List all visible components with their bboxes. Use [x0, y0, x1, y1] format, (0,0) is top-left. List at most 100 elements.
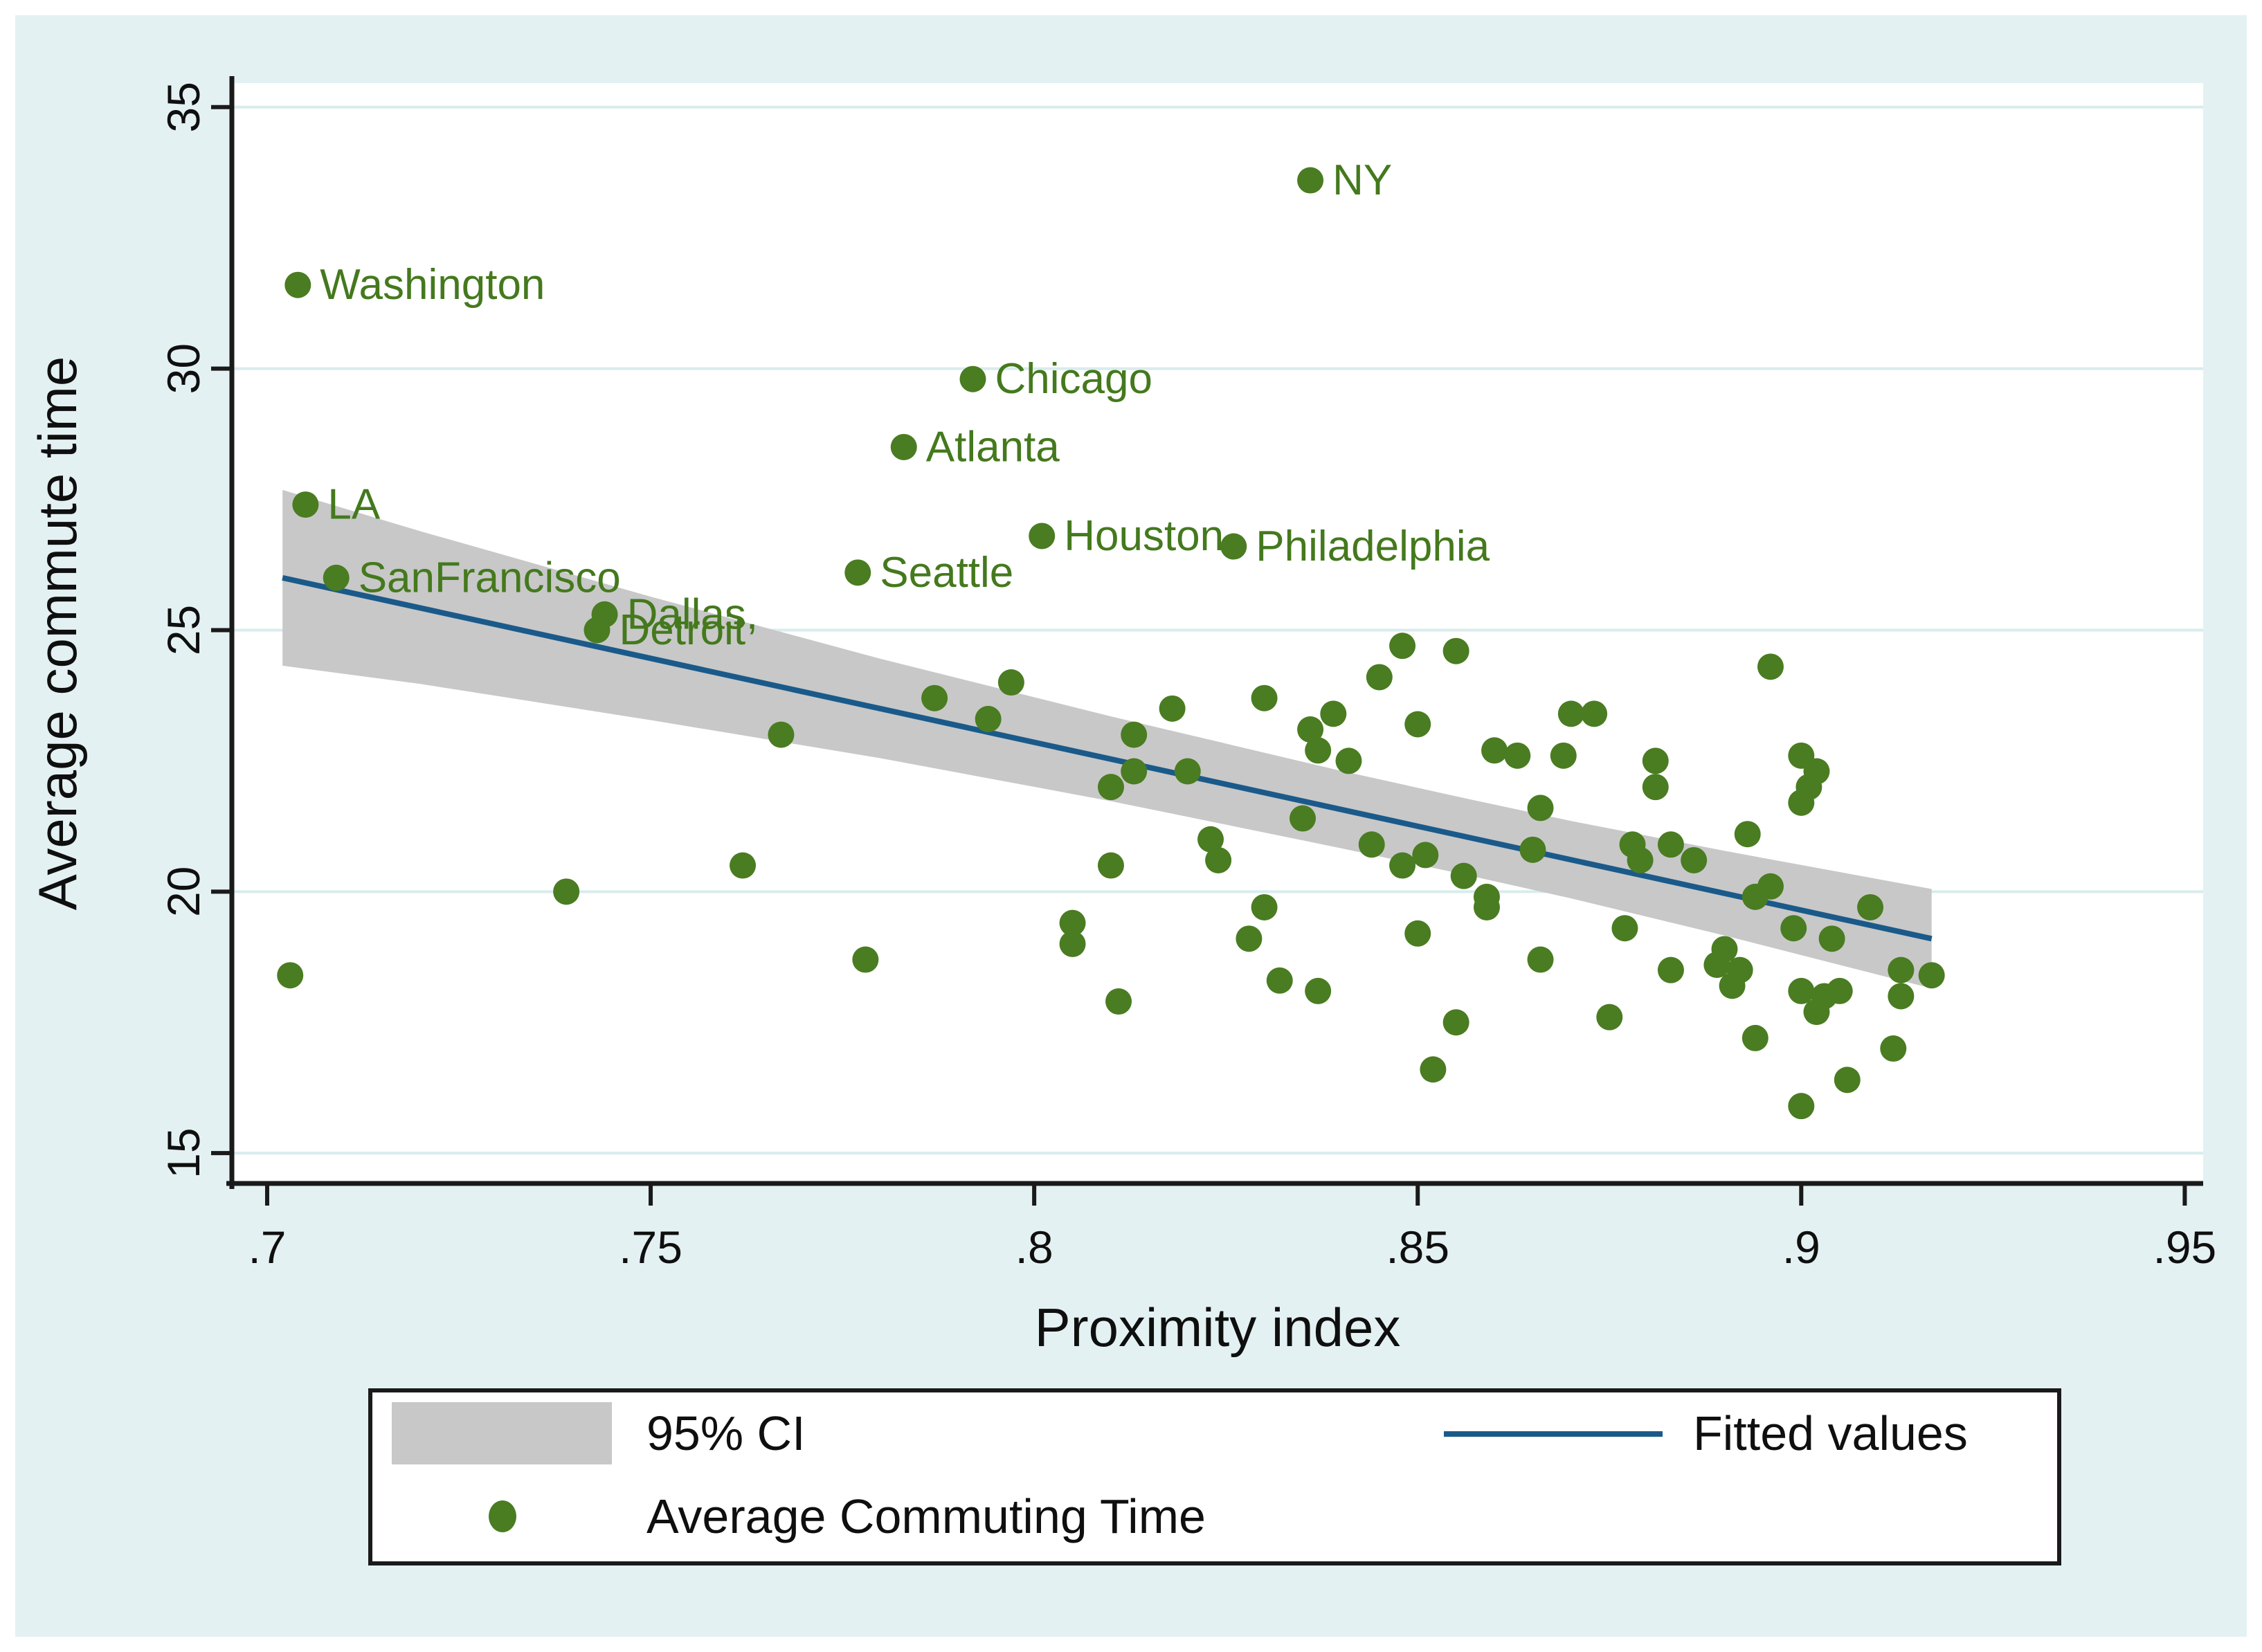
data-point: [1734, 821, 1761, 848]
data-point: [852, 946, 879, 973]
data-point: [1788, 789, 1815, 816]
data-point-ny: [1297, 167, 1324, 194]
ci-band-swatch: [392, 1402, 612, 1464]
data-point: [1097, 852, 1124, 879]
city-label-sanfrancisco: SanFrancisco: [359, 554, 621, 601]
data-point: [1527, 795, 1554, 822]
data-point-chicago: [959, 365, 986, 392]
data-point: [1834, 1066, 1861, 1093]
data-point: [1741, 1024, 1768, 1051]
data-point: [1121, 721, 1148, 748]
data-point: [1880, 1035, 1907, 1062]
data-point: [1174, 758, 1201, 785]
y-tick-label: 15: [158, 1127, 209, 1178]
data-point: [1519, 836, 1546, 863]
x-tick-label: .85: [1386, 1222, 1449, 1273]
data-point: [1290, 805, 1317, 832]
data-point: [1404, 711, 1431, 738]
data-point: [768, 721, 795, 748]
data-point: [921, 684, 948, 711]
data-point: [1657, 831, 1684, 858]
data-point: [1205, 846, 1232, 873]
data-point-philadelphia: [1220, 533, 1247, 560]
data-point: [1442, 1009, 1469, 1036]
data-point: [1305, 977, 1332, 1004]
data-point-la: [292, 491, 319, 518]
data-point: [1788, 977, 1815, 1004]
data-point: [1389, 852, 1416, 879]
data-point: [1297, 716, 1324, 743]
data-point: [1335, 747, 1362, 774]
data-point: [1236, 925, 1263, 952]
data-point: [1450, 862, 1477, 889]
y-tick-label: 25: [158, 605, 209, 655]
data-point-seattle: [844, 559, 871, 586]
data-point-detroit: [583, 617, 610, 644]
data-point: [1481, 737, 1508, 764]
city-label-detroit: Detroit: [619, 606, 745, 654]
x-tick-label: .95: [2153, 1222, 2217, 1273]
data-point: [1412, 842, 1439, 869]
data-point: [1105, 988, 1132, 1015]
data-point: [1711, 936, 1738, 963]
data-point: [975, 705, 1002, 732]
data-point: [277, 962, 304, 989]
data-point: [1527, 946, 1554, 973]
fitted-line: [282, 574, 1933, 942]
data-point: [1097, 774, 1124, 801]
data-point: [1320, 700, 1347, 727]
data-point: [730, 852, 757, 879]
data-point: [1726, 956, 1753, 983]
data-point: [1266, 967, 1293, 994]
data-point: [1918, 962, 1945, 989]
data-point: [1681, 846, 1708, 873]
x-tick-label: .8: [1015, 1222, 1053, 1273]
data-point: [1596, 1004, 1623, 1031]
city-label-la: LA: [327, 481, 380, 529]
data-point: [997, 669, 1024, 696]
data-point: [1473, 893, 1500, 920]
legend-fit-label: Fitted values: [1693, 1406, 1968, 1460]
data-point: [1581, 700, 1608, 727]
city-label-ny: NY: [1332, 156, 1392, 204]
data-point: [1442, 637, 1469, 664]
data-point: [1504, 742, 1531, 769]
x-axis-title: Proximity index: [1035, 1297, 1401, 1358]
data-point: [1366, 664, 1393, 691]
x-tick-label: .75: [619, 1222, 682, 1273]
data-point: [1642, 747, 1669, 774]
data-point: [1757, 873, 1784, 900]
data-point: [1557, 700, 1584, 727]
city-label-houston: Houston: [1064, 512, 1224, 560]
city-label-philadelphia: Philadelphia: [1256, 523, 1490, 570]
legend-ci-label: 95% CI: [646, 1406, 806, 1460]
data-point-washington: [284, 271, 311, 298]
data-point: [1826, 977, 1853, 1004]
data-point-houston: [1029, 523, 1056, 550]
data-point: [1404, 920, 1431, 947]
data-point: [1611, 915, 1638, 942]
data-point: [1305, 737, 1332, 764]
data-point: [1657, 956, 1684, 983]
data-point: [1627, 846, 1654, 873]
data-point: [1358, 831, 1385, 858]
y-tick-label: 35: [158, 82, 209, 132]
data-point: [1857, 893, 1884, 920]
data-point: [1780, 915, 1807, 942]
data-point: [1197, 826, 1224, 853]
data-point: [1803, 999, 1830, 1026]
data-point: [1550, 742, 1577, 769]
fit-line-swatch: [1444, 1431, 1663, 1437]
y-axis-title: Average commute time: [27, 356, 88, 911]
data-point: [1059, 930, 1086, 957]
city-label-seattle: Seattle: [880, 549, 1013, 597]
data-point: [553, 878, 580, 905]
legend: 95% CI Average Commuting Time Fitted val…: [368, 1388, 2061, 1565]
x-tick-label: .7: [248, 1222, 286, 1273]
data-point: [1757, 653, 1784, 680]
city-label-washington: Washington: [320, 261, 545, 309]
scatter-marker-icon: [489, 1500, 516, 1532]
y-tick-label: 20: [158, 866, 209, 917]
